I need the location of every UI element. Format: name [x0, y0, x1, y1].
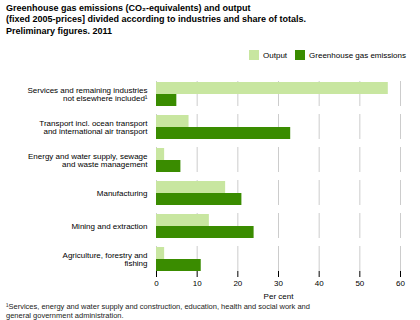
svg-text:Manufacturing: Manufacturing [97, 188, 148, 197]
svg-text:0: 0 [154, 279, 159, 288]
svg-text:Agriculture, forestry andfishi: Agriculture, forestry andfishing [63, 250, 148, 267]
svg-text:Services and remaining industr: Services and remaining industriesnot els… [27, 85, 147, 102]
svg-text:30: 30 [274, 279, 283, 288]
svg-text:20: 20 [233, 279, 242, 288]
svg-text:60: 60 [396, 279, 405, 288]
svg-text:Mining and extraction: Mining and extraction [71, 221, 147, 230]
html-text:Output: Output [263, 50, 287, 60]
svg-text:Per cent: Per cent [264, 291, 295, 300]
svg-text:40: 40 [315, 279, 324, 288]
svg-text:Transport incl. ocean transpor: Transport incl. ocean transportand inter… [39, 118, 148, 135]
html-text:¹Services, energy and water su: ¹Services, energy and water supply and c… [6, 301, 310, 320]
svg-text:10: 10 [193, 279, 202, 288]
html-text:Greenhouse gas emissions (CO₂-: Greenhouse gas emissions (CO₂-equivalent… [6, 3, 307, 36]
svg-text:50: 50 [355, 279, 364, 288]
html-text:Greenhouse gas emissions: Greenhouse gas emissions [309, 50, 406, 60]
svg-text:Energy and water supply, sewag: Energy and water supply, sewageand waste… [28, 151, 148, 168]
